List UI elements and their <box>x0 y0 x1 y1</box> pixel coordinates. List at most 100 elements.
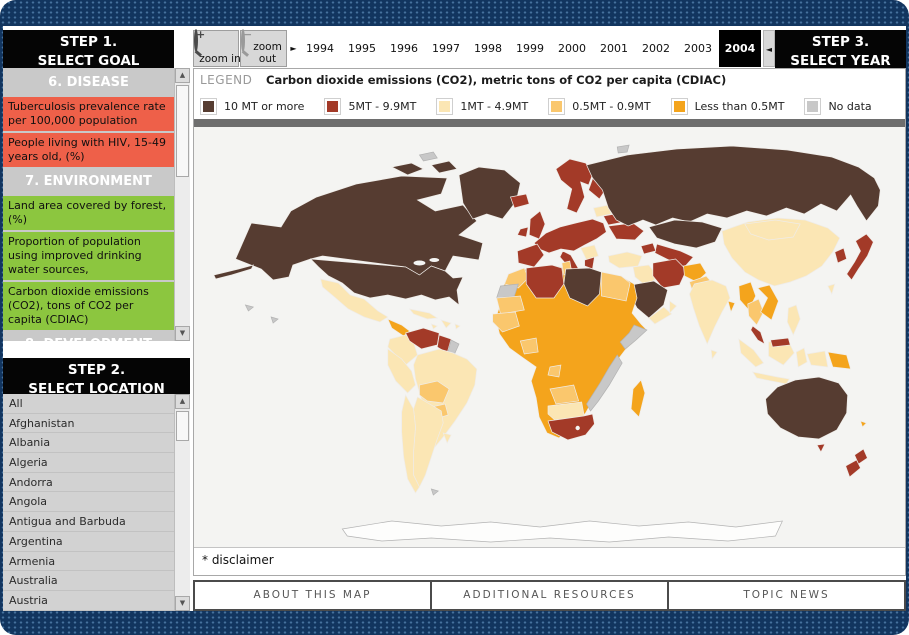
indicator-forest[interactable]: Land area covered by forest, (%) <box>3 196 174 230</box>
year-scroll-right-icon[interactable]: ◄ <box>763 30 775 67</box>
country-papua-indonesia[interactable] <box>807 351 828 367</box>
country-ukraine[interactable] <box>608 223 644 240</box>
country-hispaniola[interactable] <box>441 320 451 328</box>
scroll-down-icon[interactable]: ▼ <box>175 596 190 611</box>
country-philippines[interactable] <box>787 305 800 335</box>
legend-item: No data <box>804 98 871 115</box>
country-uruguay[interactable] <box>443 433 451 443</box>
indicator-hiv[interactable]: People living with HIV, 15-49 years old,… <box>3 133 174 167</box>
location-angola[interactable]: Angola <box>3 492 174 512</box>
country-puerto-rico[interactable] <box>455 324 460 329</box>
pacific-speck[interactable] <box>271 317 278 323</box>
legend-swatch <box>548 98 565 115</box>
aleutian-chain[interactable] <box>214 265 254 279</box>
arctic-islands-nodata[interactable] <box>419 152 437 161</box>
legend: LEGEND Carbon dioxide emissions (CO2), m… <box>194 69 905 119</box>
section-header-disease: 6. DISEASE <box>3 70 174 95</box>
legend-item: Less than 0.5MT <box>671 98 785 115</box>
country-gabon[interactable] <box>548 365 561 377</box>
legend-label: LEGEND <box>200 73 252 87</box>
country-taiwan[interactable] <box>828 284 835 294</box>
tasmania[interactable] <box>817 444 825 452</box>
arctic-islands[interactable] <box>431 161 457 173</box>
year-2003[interactable]: 2003 <box>677 30 719 67</box>
country-papua-new-guinea[interactable] <box>828 352 851 369</box>
country-india[interactable] <box>689 280 730 344</box>
country-malaysia-borneo[interactable] <box>771 338 791 347</box>
year-1998[interactable]: 1998 <box>467 30 509 67</box>
country-russia[interactable] <box>587 146 881 226</box>
indicator-tuberculosis[interactable]: Tuberculosis prevalence rate per 100,000… <box>3 97 174 131</box>
zoom-out-button[interactable]: − zoom out <box>240 30 287 67</box>
scrollbar-thumb[interactable] <box>176 411 189 441</box>
pacific-speck[interactable] <box>245 305 253 311</box>
disclaimer-link[interactable]: * disclaimer <box>194 547 905 573</box>
year-1996[interactable]: 1996 <box>383 30 425 67</box>
antarctica[interactable] <box>342 521 782 542</box>
falkland-islands[interactable] <box>431 489 438 495</box>
year-1994[interactable]: 1994 <box>299 30 341 67</box>
country-cuba[interactable] <box>410 309 438 319</box>
location-scrollbar[interactable]: ▲ ▼ <box>174 394 190 611</box>
location-argentina[interactable]: Argentina <box>3 532 174 552</box>
country-oman[interactable] <box>670 301 677 313</box>
year-2000[interactable]: 2000 <box>551 30 593 67</box>
year-2002[interactable]: 2002 <box>635 30 677 67</box>
country-south-korea[interactable] <box>835 248 847 263</box>
location-antigua-and-barbuda[interactable]: Antigua and Barbuda <box>3 512 174 532</box>
location-albania[interactable]: Albania <box>3 433 174 453</box>
map-toolbar: + zoom in − zoom out ► 1994 1995 1996 19… <box>193 30 906 68</box>
country-madagascar[interactable] <box>631 380 645 417</box>
world-map[interactable] <box>194 127 905 547</box>
country-japan[interactable] <box>847 234 874 280</box>
country-egypt[interactable] <box>601 272 630 301</box>
country-ireland[interactable] <box>517 227 528 237</box>
location-algeria[interactable]: Algeria <box>3 453 174 473</box>
country-australia[interactable] <box>766 377 848 439</box>
additional-resources-button[interactable]: ADDITIONAL RESOURCES <box>432 582 669 609</box>
country-uk[interactable] <box>529 211 545 239</box>
country-turkey[interactable] <box>608 252 642 268</box>
location-austria[interactable]: Austria <box>3 591 174 611</box>
legend-swatch <box>324 98 341 115</box>
country-kazakhstan[interactable] <box>649 220 722 248</box>
zoom-in-button[interactable]: + zoom in <box>193 30 239 67</box>
location-australia[interactable]: Australia <box>3 571 174 591</box>
map-container: LEGEND Carbon dioxide emissions (CO2), m… <box>193 68 906 576</box>
scroll-down-icon[interactable]: ▼ <box>175 326 190 341</box>
country-bangladesh[interactable] <box>728 301 735 312</box>
legend-divider <box>194 119 905 127</box>
scrollbar-thumb[interactable] <box>176 85 189 177</box>
country-java[interactable] <box>753 372 790 384</box>
scroll-up-icon[interactable]: ▲ <box>175 68 190 83</box>
about-this-map-button[interactable]: ABOUT THIS MAP <box>195 582 432 609</box>
indicator-scrollbar[interactable]: ▲ ▼ <box>174 68 190 341</box>
map-canvas[interactable] <box>194 127 905 547</box>
indicator-drinking-water[interactable]: Proportion of population using improved … <box>3 232 174 280</box>
year-2001[interactable]: 2001 <box>593 30 635 67</box>
country-sulawesi[interactable] <box>796 348 807 367</box>
scroll-up-icon[interactable]: ▲ <box>175 394 190 409</box>
location-armenia[interactable]: Armenia <box>3 552 174 572</box>
svalbard[interactable] <box>617 145 629 153</box>
legend-item: 0.5MT - 0.9MT <box>548 98 650 115</box>
year-1997[interactable]: 1997 <box>425 30 467 67</box>
location-afghanistan[interactable]: Afghanistan <box>3 414 174 434</box>
legend-item: 1MT - 4.9MT <box>436 98 528 115</box>
year-scroll-left-icon[interactable]: ► <box>288 30 299 67</box>
year-1999[interactable]: 1999 <box>509 30 551 67</box>
country-malaysia[interactable] <box>751 326 765 344</box>
location-andorra[interactable]: Andorra <box>3 473 174 493</box>
country-sri-lanka[interactable] <box>711 350 717 359</box>
arctic-islands[interactable] <box>392 163 424 175</box>
balkans[interactable] <box>581 245 599 260</box>
country-greenland[interactable] <box>459 167 520 219</box>
year-2004-selected[interactable]: 2004 <box>719 30 761 67</box>
year-1995[interactable]: 1995 <box>341 30 383 67</box>
country-sumatra[interactable] <box>739 339 764 367</box>
topic-news-button[interactable]: TOPIC NEWS <box>669 582 904 609</box>
pacific-island[interactable] <box>861 421 867 427</box>
country-jamaica[interactable] <box>431 324 437 329</box>
location-all[interactable]: All <box>3 394 174 414</box>
indicator-co2-emissions[interactable]: Carbon dioxide emissions (CO2), tons of … <box>3 282 174 330</box>
